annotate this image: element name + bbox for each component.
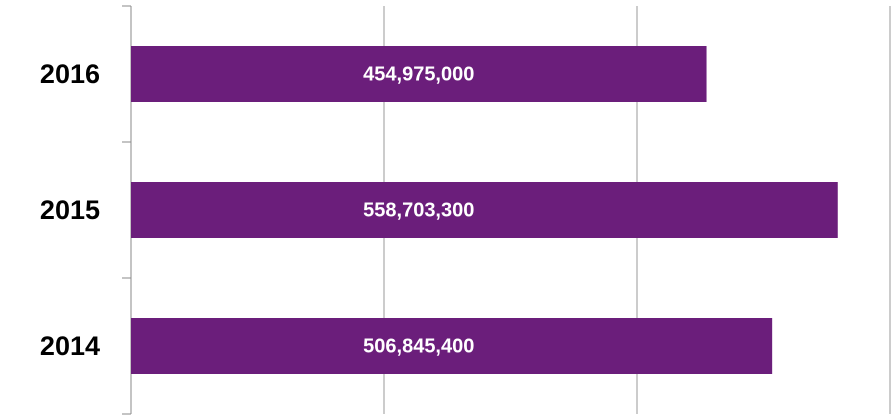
data-label: 506,845,400 xyxy=(363,335,474,357)
y-tick-label: 2016 xyxy=(40,59,100,89)
bar xyxy=(131,46,707,102)
y-tick-label: 2015 xyxy=(40,195,100,225)
bar xyxy=(131,182,838,238)
y-tick-label: 2014 xyxy=(40,331,100,361)
data-label: 454,975,000 xyxy=(363,63,474,85)
data-label: 558,703,300 xyxy=(363,199,474,221)
bar xyxy=(131,318,773,374)
